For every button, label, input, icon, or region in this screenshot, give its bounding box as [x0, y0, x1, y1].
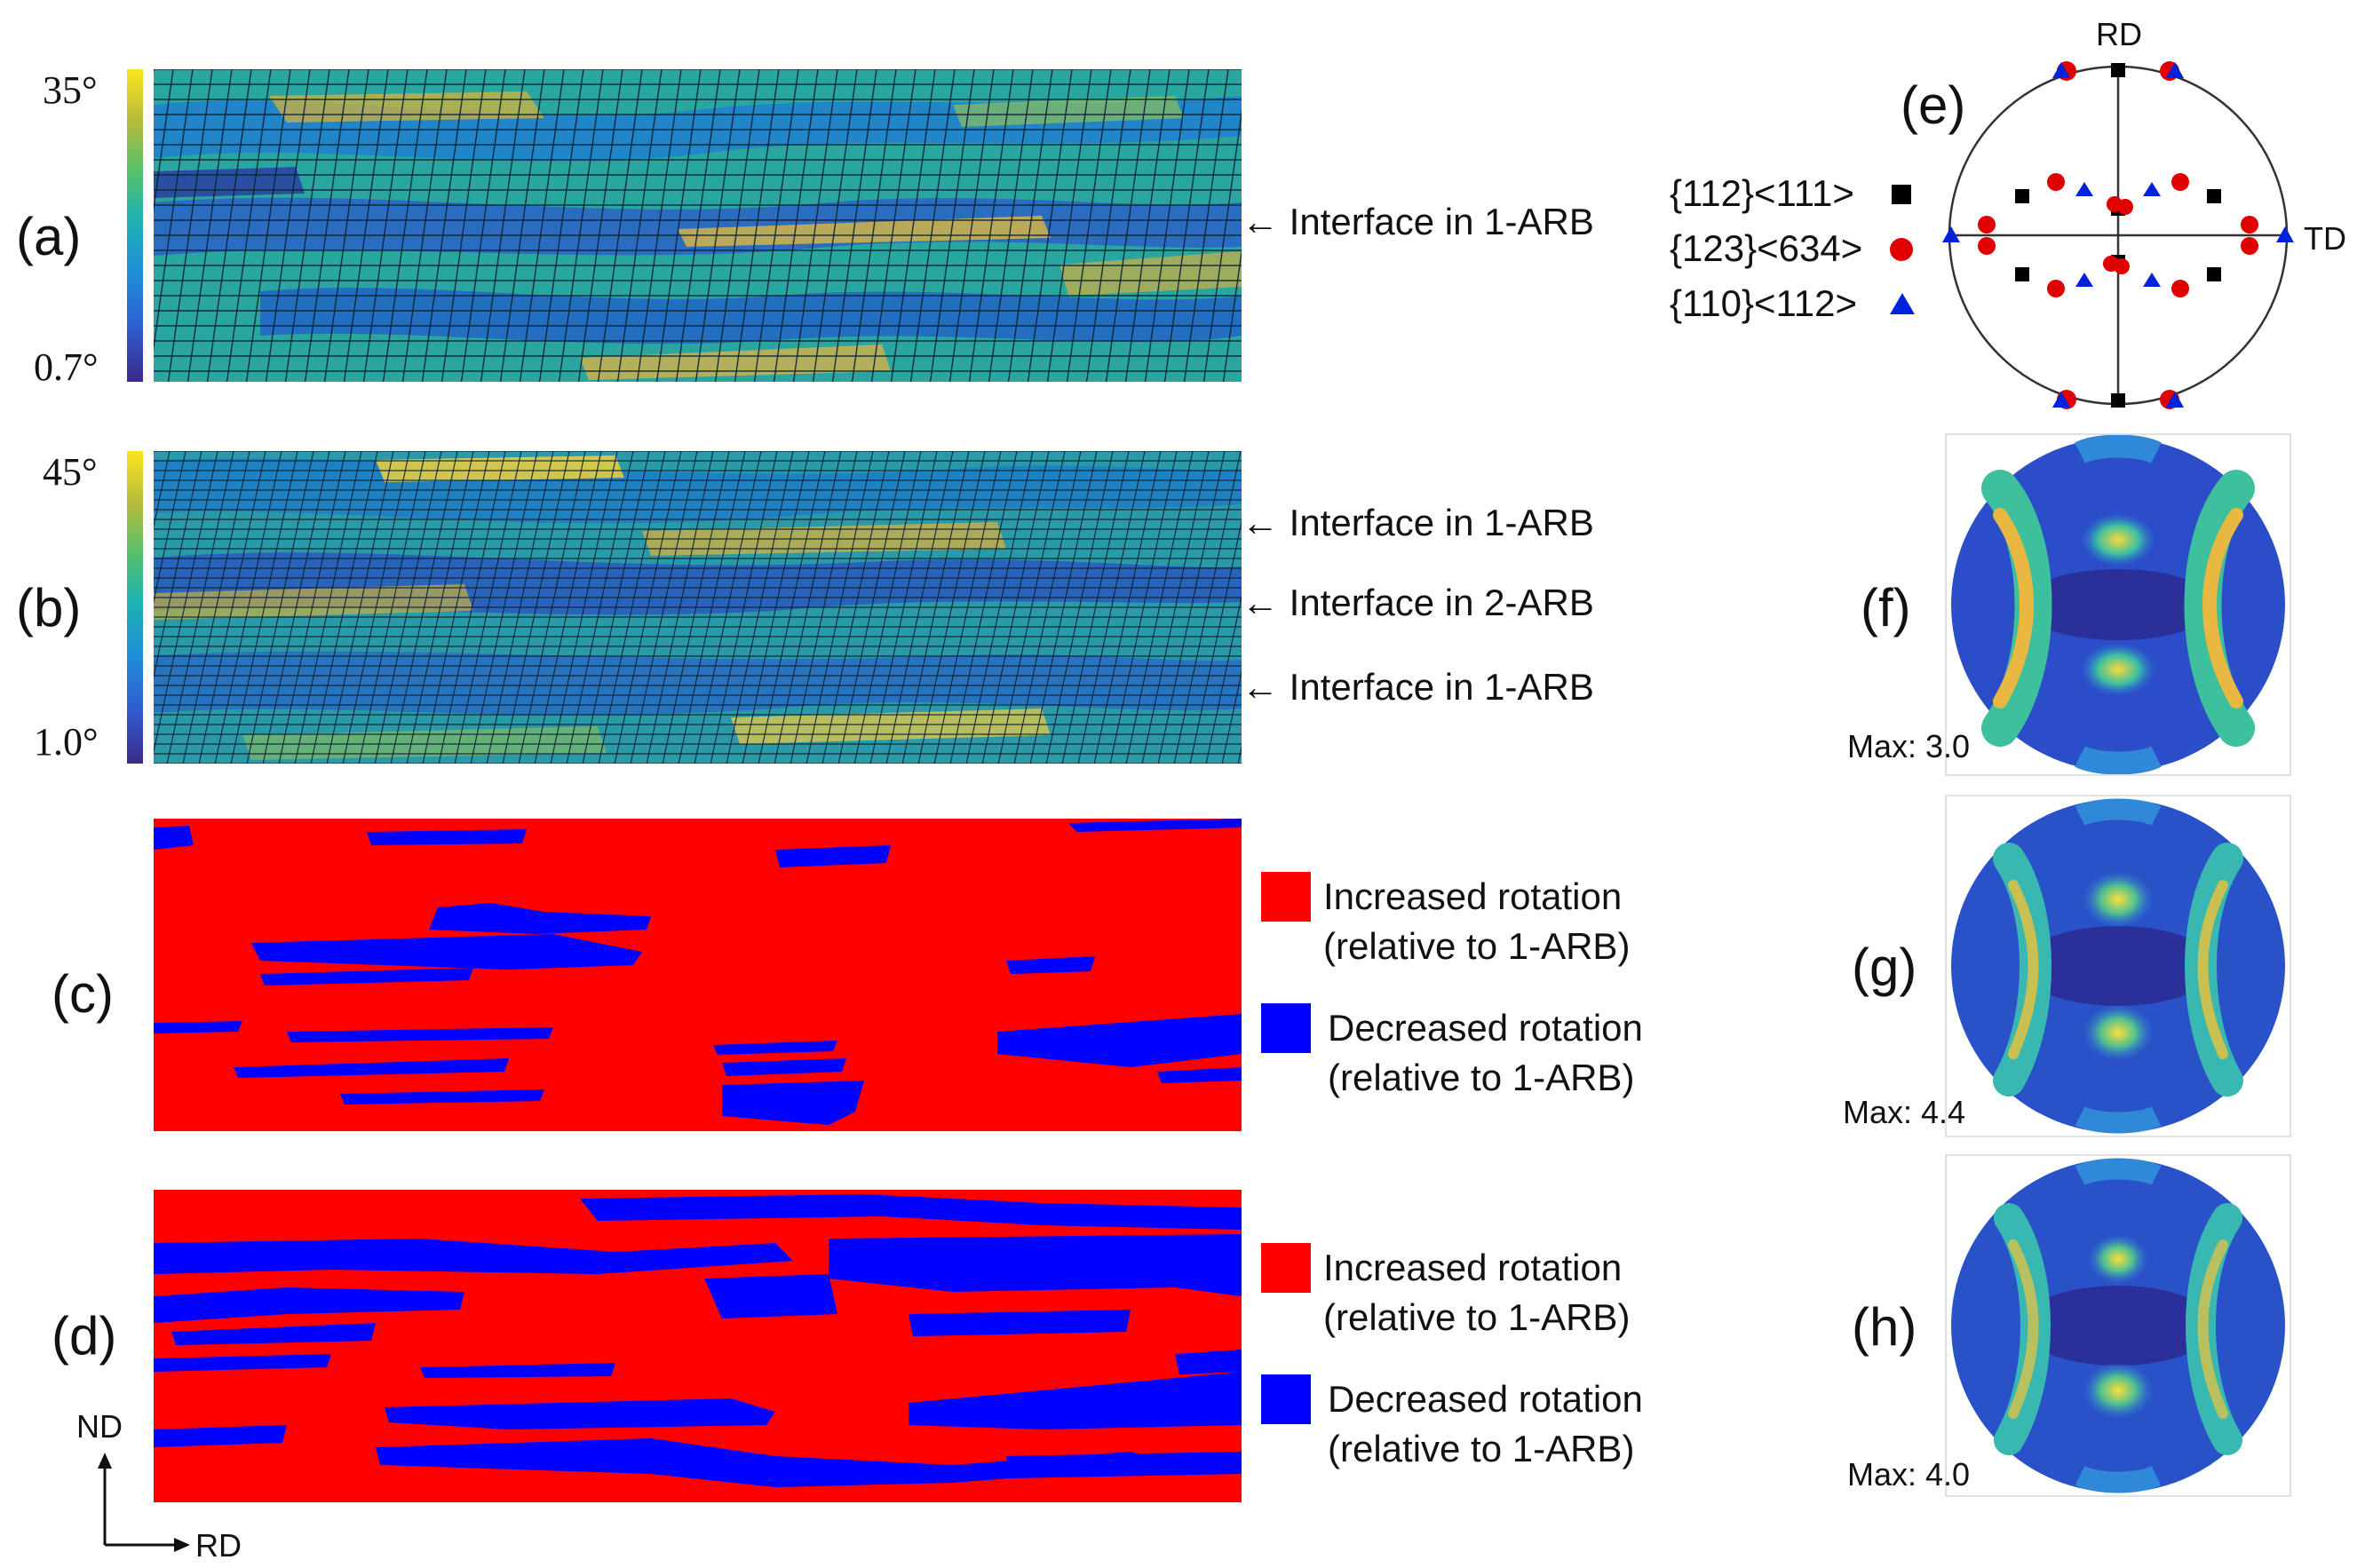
rotation-change-map-c: [154, 819, 1242, 1131]
misorientation-map-b: [154, 451, 1242, 764]
panel-label-g: (g): [1852, 938, 1917, 997]
pole-legend-item-1: {112}<111>: [1670, 172, 1854, 214]
panel-label-b: (b): [16, 578, 82, 637]
colorbar-a-min: 0.7°: [34, 345, 99, 389]
pole-legend-item-2: {123}<634>: [1670, 227, 1863, 269]
arrow-left-icon: ←: [1242, 502, 1279, 543]
annotation-a-1: ← Interface in 1-ARB: [1242, 201, 1594, 242]
pole-legend-item-3: {110}<112>: [1670, 282, 1858, 324]
legend-c-decreased-line1: Decreased rotation: [1328, 1007, 1643, 1049]
pole-figure-h-max: Max: 4.0: [1847, 1456, 1971, 1493]
axes-indicator: ND RD: [71, 1403, 249, 1564]
annotation-b-2: ← Interface in 2-ARB: [1242, 582, 1594, 623]
colorbar-b-min: 1.0°: [34, 720, 99, 764]
rotation-change-map-d: [154, 1190, 1242, 1502]
pole-figure-f: [1945, 433, 2291, 776]
legend-d-decreased-line2: (relative to 1-ARB): [1328, 1428, 1635, 1469]
legend-d-decreased-line1: Decreased rotation: [1328, 1378, 1643, 1420]
panel-label-f: (f): [1861, 578, 1911, 637]
annotation-b-3: ← Interface in 1-ARB: [1242, 666, 1594, 708]
pole-figure-g: [1945, 795, 2291, 1137]
pole-axis-rd-label: RD: [2096, 16, 2142, 52]
colorbar-b-max: 45°: [43, 450, 98, 494]
pole-figure-key: [1940, 58, 2296, 413]
panel-label-d: (d): [52, 1306, 117, 1366]
legend-d-swatch-increased: [1261, 1243, 1311, 1293]
colorbar-a-max: 35°: [43, 68, 98, 112]
legend-c-decreased-line2: (relative to 1-ARB): [1328, 1057, 1635, 1098]
colorbar-b: [127, 451, 143, 764]
arrow-left-icon: ←: [1242, 201, 1279, 242]
pole-figure-f-max: Max: 3.0: [1847, 728, 1971, 764]
legend-c-increased-line1: Increased rotation: [1323, 875, 1623, 917]
annotation-b-1: ← Interface in 1-ARB: [1242, 502, 1594, 543]
panel-label-h: (h): [1852, 1297, 1917, 1357]
panel-label-a: (a): [16, 207, 82, 266]
panel-label-e: (e): [1901, 75, 1966, 135]
pole-figure-h: [1945, 1154, 2291, 1497]
square-marker-icon: [1892, 185, 1911, 204]
legend-c-increased-line2: (relative to 1-ARB): [1323, 925, 1631, 967]
axis-rd-label: RD: [195, 1527, 242, 1564]
arrow-left-icon: ←: [1242, 582, 1279, 623]
panel-label-c: (c): [52, 964, 114, 1024]
arrow-left-icon: ←: [1242, 666, 1279, 708]
axis-nd-label: ND: [76, 1408, 123, 1445]
legend-d-swatch-decreased: [1261, 1374, 1311, 1424]
legend-c-swatch-decreased: [1261, 1003, 1311, 1053]
triangle-marker-icon: [1890, 293, 1915, 314]
pole-axis-td-label: TD: [2304, 220, 2346, 257]
pole-figure-g-max: Max: 4.4: [1843, 1094, 1966, 1130]
misorientation-map-a: [154, 69, 1242, 382]
legend-d-increased-line1: Increased rotation: [1323, 1247, 1623, 1288]
legend-c-swatch-increased: [1261, 872, 1311, 922]
colorbar-a: [127, 69, 143, 382]
circle-marker-icon: [1890, 238, 1913, 261]
legend-d-increased-line2: (relative to 1-ARB): [1323, 1296, 1631, 1338]
